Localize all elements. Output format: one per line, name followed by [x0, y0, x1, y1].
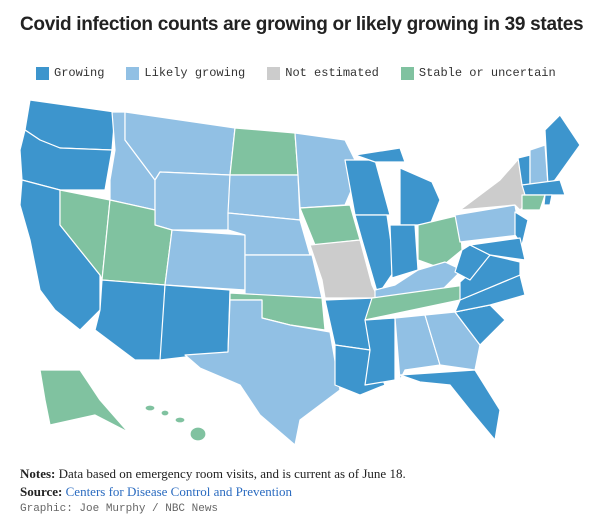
legend-item: Stable or uncertain	[400, 66, 556, 80]
state	[529, 144, 549, 186]
state	[164, 229, 246, 291]
state	[521, 194, 546, 211]
state	[59, 189, 111, 281]
legend-item: Likely growing	[126, 66, 245, 80]
state	[154, 171, 231, 231]
state	[399, 167, 441, 226]
legend-swatch	[267, 66, 281, 80]
state	[424, 311, 481, 371]
state	[469, 237, 526, 261]
state	[389, 224, 419, 279]
credit: Graphic: Joe Murphy / NBC News	[20, 503, 219, 515]
state	[94, 279, 166, 361]
legend-label: Likely growing	[144, 66, 246, 80]
legend-swatch	[126, 66, 140, 80]
state	[174, 416, 186, 424]
legend-label: Not estimated	[285, 66, 379, 80]
state	[521, 179, 566, 196]
notes-label: Notes:	[20, 466, 56, 481]
notes-text: Data based on emergency room visits, and…	[58, 466, 406, 481]
title: Covid infection counts are growing or li…	[20, 14, 584, 35]
state	[244, 254, 323, 299]
state	[354, 214, 396, 296]
state	[543, 194, 553, 206]
state	[19, 129, 113, 191]
state	[184, 299, 341, 446]
state	[189, 426, 207, 442]
state	[144, 404, 156, 412]
legend: Growing Likely growing Not estimated Stable…	[36, 66, 556, 80]
legend-label: Growing	[54, 66, 105, 80]
source-link[interactable]: Centers for Disease Control and Preventi…	[65, 484, 292, 499]
legend-item: Not estimated	[267, 66, 379, 80]
state	[394, 314, 441, 381]
state	[544, 114, 581, 186]
state	[160, 409, 170, 417]
state	[299, 204, 361, 246]
state	[159, 284, 231, 361]
state	[454, 244, 491, 281]
source-label: Source:	[20, 484, 63, 499]
legend-swatch	[400, 66, 414, 80]
state	[344, 159, 391, 216]
source: Source: Centers for Disease Control and …	[20, 484, 292, 500]
us-map	[19, 99, 581, 446]
states	[19, 99, 581, 446]
notes: Notes: Data based on emergency room visi…	[20, 466, 406, 482]
legend-label: Stable or uncertain	[418, 66, 556, 80]
state	[227, 174, 301, 221]
state	[417, 214, 463, 269]
legend-item: Growing	[36, 66, 104, 80]
legend-swatch	[36, 66, 49, 80]
state	[39, 369, 129, 433]
state	[364, 317, 396, 386]
state	[229, 127, 299, 176]
state	[354, 147, 406, 163]
state	[399, 369, 501, 441]
state	[454, 204, 521, 243]
